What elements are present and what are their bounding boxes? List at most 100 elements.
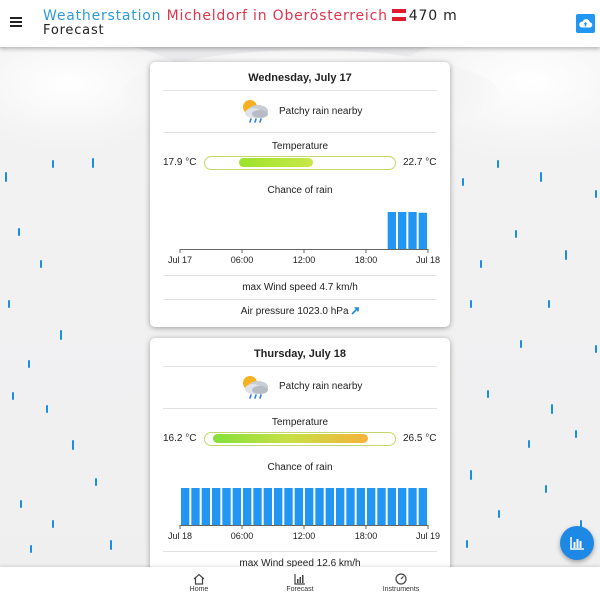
rain-drop [515,230,517,238]
austria-flag-icon [391,9,406,21]
menu-button[interactable] [10,14,24,32]
rain-chance-bar [398,212,407,249]
rain-drop [12,392,14,400]
rain-drop [545,485,547,493]
sun-cloud-rain-icon [243,376,268,399]
rain-drop [551,404,553,414]
location-name: Micheldorf in Oberösterreich [166,8,388,24]
rain-chance-bar [418,488,427,525]
rain-chance-bar [305,488,314,525]
x-axis-tick-label: Jul 18 [416,255,440,265]
rain-chance-bar [253,488,262,525]
temp-min: 17.9 °C [163,157,197,168]
rain-drop [30,545,32,553]
rain-chance-bar [367,488,376,525]
cloud-upload-icon [579,19,593,28]
x-axis-tick-label: Jul 18 [168,531,192,541]
page-title: Weatherstation Micheldorf in Oberösterre… [43,8,458,24]
station-word: Weatherstation [43,8,162,24]
card-date: Thursday, July 18 [253,348,347,360]
divider [163,408,437,409]
app-header: Weatherstation Micheldorf in Oberösterre… [0,0,600,47]
rain-drop [46,405,48,413]
nav-forecast[interactable]: Forecast [250,567,350,600]
menu-icon [10,17,22,19]
rain-chance-bar [377,488,386,525]
rain-chance-bar [222,488,231,525]
rain-chance-bar [315,488,324,525]
rain-drop [497,160,499,168]
x-axis-tick-label: 18:00 [355,255,378,265]
temperature-range-bar [204,156,396,170]
rain-chance-bar [387,212,396,249]
temp-min: 16.2 °C [163,433,197,444]
x-axis-tick-label: 06:00 [231,255,254,265]
nav-instruments[interactable]: Instruments [351,567,451,600]
sun-cloud-rain-icon [243,100,268,123]
rain-chance-bar [181,488,190,525]
rain-drop [595,190,597,198]
x-axis-tick-label: 18:00 [355,531,378,541]
temp-max: 22.7 °C [403,157,437,168]
rain-chance-chart: Jul 17 06:00 12:00 18:00 Jul 18 [168,212,440,265]
rain-drop [548,300,550,308]
rain-chance-bar [336,488,345,525]
rain-drop [60,330,62,340]
forecast-card-day1: Wednesday, July 17 Patchy rain nearby Te… [150,62,450,327]
rain-drop [18,228,20,236]
rain-drop [487,390,489,398]
condition-text: Patchy rain nearby [279,106,363,117]
forecast-chart-icon [294,574,305,585]
altitude: 470 m [408,8,458,24]
rain-chance-bar [191,488,200,525]
rain-chance-bar [274,488,283,525]
rain-drop [498,510,500,518]
rain-drop [520,340,522,348]
rain-drop [52,160,54,168]
air-pressure-text: Air pressure 1023.0 hPa [240,306,349,317]
divider [163,90,437,91]
rain-drop [480,260,482,268]
rain-drop [580,520,582,528]
rain-drop [462,178,464,186]
nav-home-label: Home [189,586,209,593]
rain-chance-bar [284,488,293,525]
rain-chance-bar [243,488,252,525]
rain-drop [8,300,10,308]
nav-forecast-label: Forecast [286,586,314,593]
rain-chance-bar [212,488,221,525]
rain-drop [575,430,577,438]
rain-drop [470,300,472,308]
divider [163,551,437,552]
rain-drop [40,260,42,268]
card-date: Wednesday, July 17 [248,72,352,84]
nav-home[interactable]: Home [149,567,249,600]
cloud-upload-button[interactable] [576,14,595,33]
charts-fab-button[interactable] [560,526,594,560]
x-axis-tick-label: Jul 19 [416,531,440,541]
bar-chart-icon [570,537,584,550]
rain-chance-bar [418,212,427,249]
rain-chance-bar [408,212,417,249]
rain-drop [540,172,542,182]
rain-drop [528,440,530,448]
menu-icon-bar [10,21,22,23]
temperature-range-fill [239,158,313,167]
rain-chance-bar [387,488,396,525]
rain-chance-bar [398,488,407,525]
home-icon [193,573,205,585]
rain-chance-bar [356,488,365,525]
divider [163,299,437,300]
x-axis-tick-label: Jul 17 [168,255,192,265]
gauge-icon [395,573,407,585]
rain-drop [5,172,7,182]
rain-chance-label: Chance of rain [267,462,333,473]
nav-instruments-label: Instruments [382,586,420,593]
divider [163,366,437,367]
temp-max: 26.5 °C [403,433,437,444]
page-subtitle: Forecast [43,23,105,38]
pressure-trend-arrow-icon [351,307,360,315]
air-pressure: Air pressure 1023.0 hPa [150,306,450,317]
divider [163,132,437,133]
rain-drop [52,520,54,528]
